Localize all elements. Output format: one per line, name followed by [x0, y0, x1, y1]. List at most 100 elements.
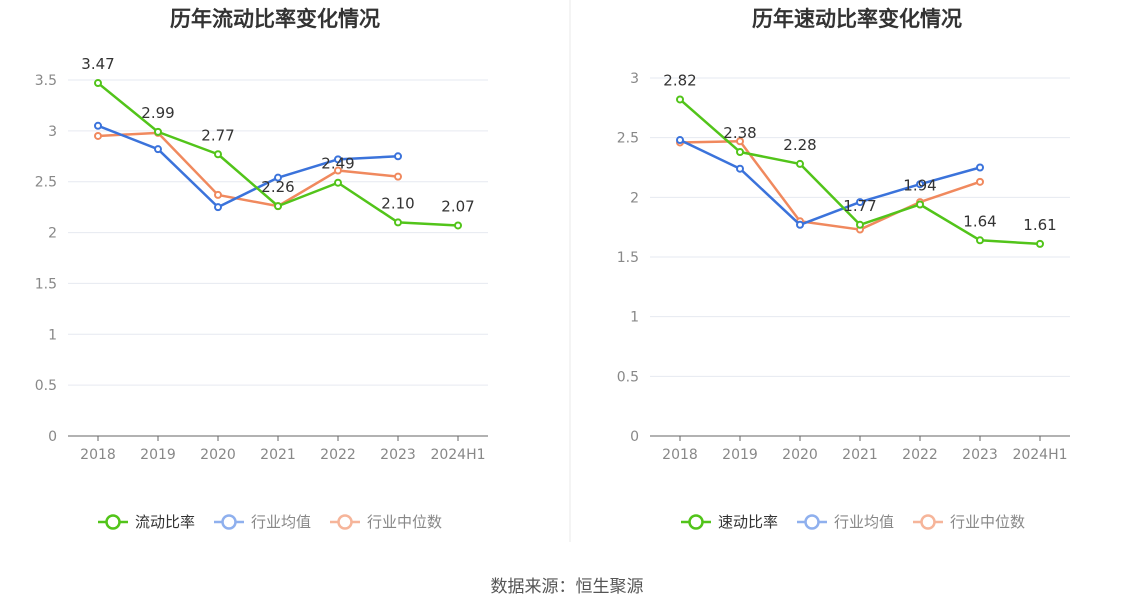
- series-line-2: [679, 138, 981, 227]
- data-point: [1036, 239, 1044, 248]
- y-tick-label: 1.5: [617, 250, 639, 266]
- y-tick-label: 2: [630, 190, 639, 206]
- legend-marker: [920, 514, 936, 530]
- x-tick-label: 2019: [140, 447, 176, 463]
- data-point: [94, 79, 102, 88]
- data-point: [154, 145, 162, 154]
- data-label: 2.26: [261, 178, 294, 196]
- series-line-3: [97, 131, 399, 208]
- legend-label: 速动比率: [718, 513, 778, 531]
- data-point: [736, 147, 744, 156]
- data-source-note: 数据来源：恒生聚源: [490, 577, 644, 597]
- x-tick-label: 2024H1: [1012, 447, 1067, 463]
- data-label: 2.82: [663, 71, 696, 89]
- chart-title: 历年流动比率变化情况: [170, 7, 380, 31]
- y-tick-label: 0: [630, 429, 639, 445]
- y-tick-label: 0.5: [35, 378, 57, 394]
- data-point: [94, 131, 102, 140]
- legend-marker: [105, 514, 121, 530]
- x-tick-label: 2021: [260, 447, 296, 463]
- legend-item-2: 行业均值: [797, 513, 894, 531]
- data-label: 2.49: [321, 155, 354, 173]
- data-point: [394, 152, 402, 161]
- legend-item-2: 行业均值: [214, 513, 311, 531]
- data-point: [214, 190, 222, 199]
- data-point: [976, 177, 984, 186]
- legend-label: 行业均值: [251, 513, 311, 531]
- data-point: [796, 220, 804, 229]
- x-tick-label: 2020: [200, 447, 236, 463]
- data-label: 1.77: [843, 197, 876, 215]
- legend-marker: [337, 514, 353, 530]
- legend-item-3: 行业中位数: [913, 513, 1025, 531]
- data-point: [274, 202, 282, 211]
- data-label: 2.99: [141, 104, 174, 122]
- legend-label: 流动比率: [135, 513, 195, 531]
- data-point: [916, 200, 924, 209]
- data-point: [736, 137, 744, 146]
- legend-marker: [221, 514, 237, 530]
- data-point: [736, 164, 744, 173]
- data-point: [214, 150, 222, 159]
- data-label: 3.47: [81, 55, 114, 73]
- y-tick-label: 3: [630, 71, 639, 87]
- x-tick-label: 2023: [962, 447, 998, 463]
- data-point: [394, 172, 402, 181]
- x-tick-label: 2022: [320, 447, 356, 463]
- y-tick-label: 3.5: [35, 73, 57, 89]
- legend-label: 行业中位数: [950, 513, 1025, 531]
- data-label: 1.64: [963, 212, 996, 230]
- x-tick-label: 2023: [380, 447, 416, 463]
- data-label: 2.38: [723, 124, 756, 142]
- data-point: [154, 127, 162, 136]
- y-tick-label: 2: [48, 226, 57, 242]
- data-point: [676, 136, 684, 145]
- data-point: [334, 166, 342, 175]
- legend-label: 行业中位数: [367, 513, 442, 531]
- data-label: 2.77: [201, 126, 234, 144]
- data-point: [274, 173, 282, 182]
- legend-marker: [688, 514, 704, 530]
- y-tick-label: 2.5: [617, 131, 639, 147]
- chart-1: 历年流动比率变化情况 0 0.5 1 1.5 2 2.5 3 3.5 2018 2019 2020 20…: [35, 7, 488, 531]
- data-point: [94, 121, 102, 130]
- chart-2: 历年速动比率变化情况 0 0.5 1 1.5 2 2.5 3 2018 2019 2020 2021 2…: [617, 7, 1070, 531]
- x-tick-label: 2024H1: [430, 447, 485, 463]
- data-label: 2.28: [783, 136, 816, 154]
- x-tick-label: 2022: [902, 447, 938, 463]
- y-tick-label: 1: [630, 310, 639, 326]
- x-tick-label: 2019: [722, 447, 758, 463]
- data-point: [214, 203, 222, 212]
- y-tick-label: 1.5: [35, 276, 57, 292]
- y-tick-label: 0: [48, 429, 57, 445]
- data-point: [976, 236, 984, 245]
- data-point: [976, 163, 984, 172]
- legend-item-1: 速动比率: [681, 513, 778, 531]
- y-tick-label: 3: [48, 124, 57, 140]
- y-tick-label: 0.5: [617, 369, 639, 385]
- x-tick-label: 2018: [662, 447, 698, 463]
- data-point: [454, 221, 462, 230]
- legend-label: 行业均值: [834, 513, 894, 531]
- data-point: [334, 178, 342, 187]
- x-tick-label: 2018: [80, 447, 116, 463]
- y-tick-label: 1: [48, 327, 57, 343]
- data-label: 2.10: [381, 194, 414, 212]
- x-tick-label: 2020: [782, 447, 818, 463]
- data-label: 1.61: [1023, 216, 1056, 234]
- data-point: [334, 155, 342, 164]
- legend-marker: [804, 514, 820, 530]
- legend-item-1: 流动比率: [98, 513, 195, 531]
- y-tick-label: 2.5: [35, 175, 57, 191]
- data-point: [856, 198, 864, 207]
- data-label: 2.07: [441, 197, 474, 215]
- data-point: [394, 218, 402, 227]
- series-line-3: [679, 139, 981, 231]
- series-line-2: [97, 124, 399, 209]
- data-point: [676, 95, 684, 104]
- data-label: 1.94: [903, 176, 936, 194]
- x-tick-label: 2021: [842, 447, 878, 463]
- chart-title: 历年速动比率变化情况: [752, 7, 962, 31]
- data-point: [796, 159, 804, 168]
